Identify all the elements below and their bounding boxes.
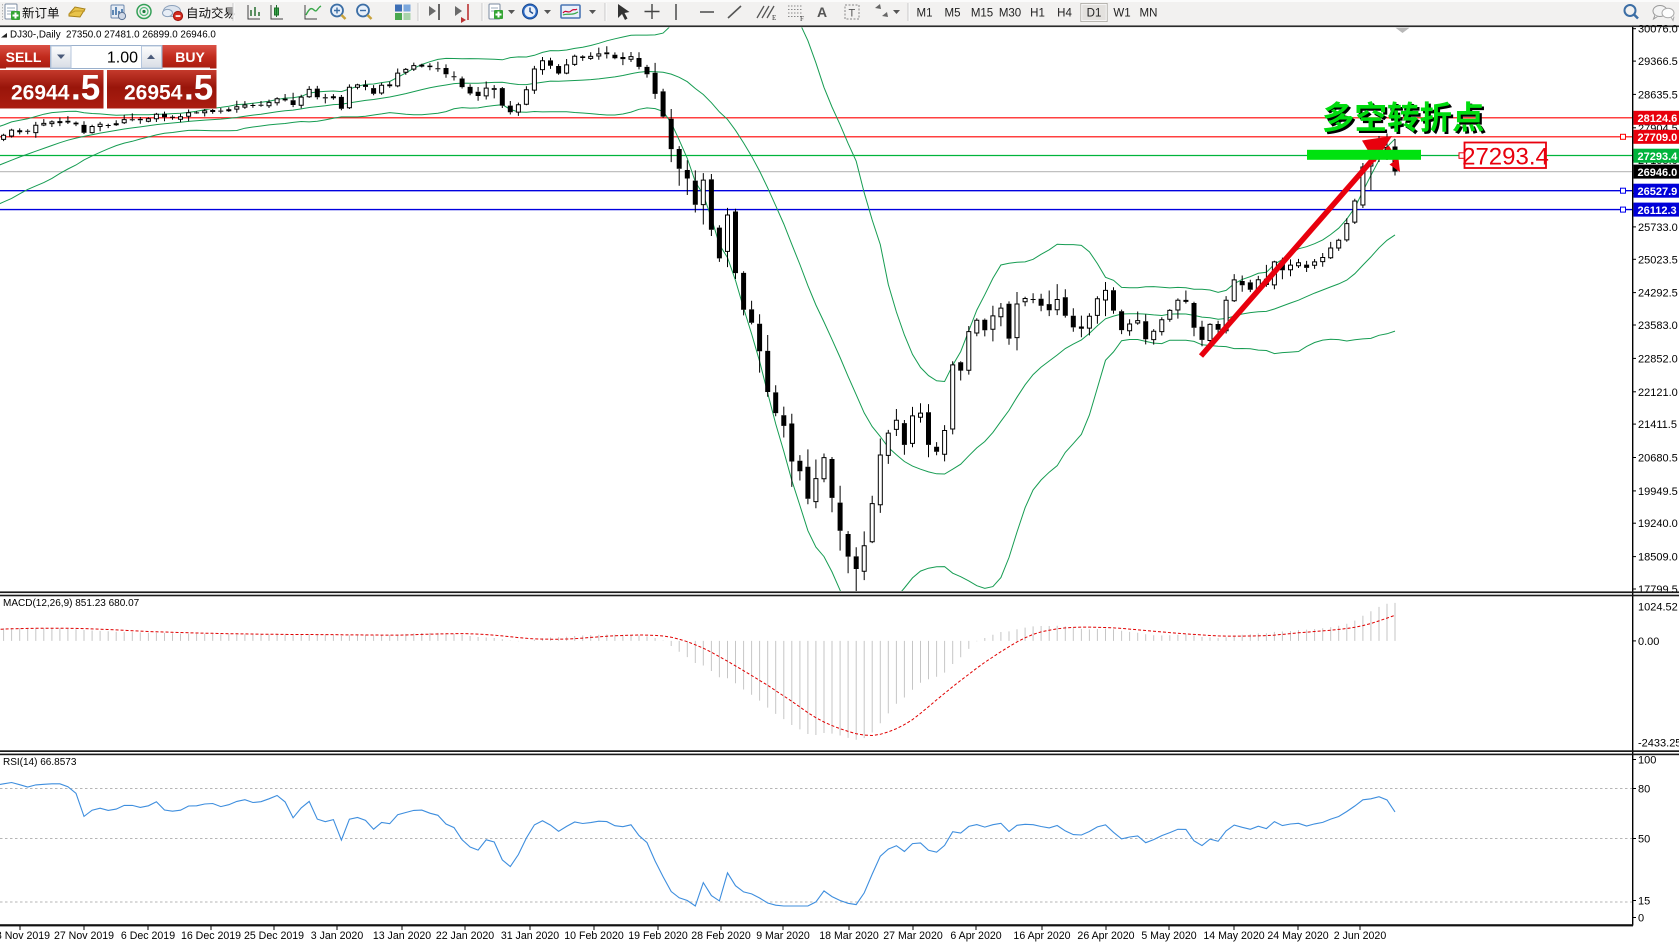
svg-text:W1: W1 [1113,8,1130,20]
svg-text:T: T [849,8,856,20]
svg-text:22121.0: 22121.0 [1638,387,1678,399]
svg-text:24292.5: 24292.5 [1638,288,1678,300]
svg-text:27350.0 27481.0 26899.0 26946.: 27350.0 27481.0 26899.0 26946.0 [66,30,216,41]
svg-text:26527.9: 26527.9 [1638,186,1678,198]
svg-text:MN: MN [1140,8,1158,20]
svg-text:100: 100 [1638,755,1656,767]
svg-text:1024.52: 1024.52 [1638,602,1678,614]
svg-text:19240.0: 19240.0 [1638,518,1678,530]
svg-text:22852.0: 22852.0 [1638,353,1678,365]
svg-text:10 Feb 2020: 10 Feb 2020 [564,930,624,942]
svg-text:F: F [800,15,804,23]
svg-text:28 Feb 2020: 28 Feb 2020 [691,930,751,942]
svg-text:DJ30-,Daily: DJ30-,Daily [10,30,61,41]
svg-text:30076.0: 30076.0 [1638,24,1678,36]
svg-text:24 May 2020: 24 May 2020 [1267,930,1328,942]
svg-text:28635.5: 28635.5 [1638,89,1678,101]
svg-text:.5: .5 [184,69,213,108]
svg-text:6 Dec 2019: 6 Dec 2019 [121,930,175,942]
svg-text:23583.0: 23583.0 [1638,320,1678,332]
svg-text:3 Jan 2020: 3 Jan 2020 [311,930,364,942]
svg-text:25023.5: 25023.5 [1638,254,1678,266]
svg-text:27293.4: 27293.4 [1462,144,1549,171]
svg-text:M15: M15 [971,8,993,20]
svg-text:27709.0: 27709.0 [1638,132,1678,144]
svg-text:19 Feb 2020: 19 Feb 2020 [628,930,688,942]
svg-text:18 Mar 2020: 18 Mar 2020 [819,930,879,942]
svg-text:26112.3: 26112.3 [1638,205,1677,217]
svg-text:25733.0: 25733.0 [1638,222,1678,234]
svg-text:E: E [772,14,776,22]
svg-text:80: 80 [1638,784,1650,796]
svg-text:26954: 26954 [124,82,183,105]
svg-text:14 May 2020: 14 May 2020 [1203,930,1264,942]
svg-text:13 Nov 2019: 13 Nov 2019 [0,930,50,942]
svg-text:RSI(14) 66.8573: RSI(14) 66.8573 [3,757,77,768]
svg-text:13 Jan 2020: 13 Jan 2020 [373,930,431,942]
svg-text:20680.5: 20680.5 [1638,453,1678,465]
svg-text:26944: 26944 [11,82,70,105]
svg-text:26 Apr 2020: 26 Apr 2020 [1077,930,1134,942]
svg-text:22 Jan 2020: 22 Jan 2020 [436,930,494,942]
svg-text:31 Jan 2020: 31 Jan 2020 [501,930,559,942]
svg-text:18509.0: 18509.0 [1638,552,1678,564]
svg-text:D1: D1 [1087,8,1102,20]
svg-text:9 Mar 2020: 9 Mar 2020 [756,930,810,942]
svg-text:MACD(12,26,9) 851.23 680.07: MACD(12,26,9) 851.23 680.07 [3,598,140,609]
svg-text:-2433.25: -2433.25 [1638,738,1679,750]
svg-text:1.00: 1.00 [107,50,138,67]
svg-text:0.00: 0.00 [1638,636,1659,648]
svg-text:M1: M1 [917,8,933,20]
svg-text:H4: H4 [1057,8,1072,20]
svg-text:.5: .5 [71,69,100,108]
svg-text:A: A [817,4,827,20]
svg-text:BUY: BUY [175,49,205,65]
svg-text:50: 50 [1638,834,1650,846]
svg-text:29366.5: 29366.5 [1638,56,1678,68]
svg-text:0: 0 [1638,913,1644,925]
svg-text:SELL: SELL [6,49,42,65]
svg-text:2 Jun 2020: 2 Jun 2020 [1334,930,1387,942]
svg-text:26946.0: 26946.0 [1638,167,1678,179]
svg-text:6 Apr 2020: 6 Apr 2020 [950,930,1001,942]
svg-text:27293.4: 27293.4 [1638,151,1679,163]
svg-text:16 Apr 2020: 16 Apr 2020 [1013,930,1070,942]
svg-text:15: 15 [1638,896,1650,908]
svg-text:17799.5: 17799.5 [1638,584,1678,596]
svg-text:28124.6: 28124.6 [1638,113,1678,125]
svg-text:M5: M5 [945,8,961,20]
svg-text:27 Nov 2019: 27 Nov 2019 [54,930,114,942]
svg-text:16 Dec 2019: 16 Dec 2019 [181,930,241,942]
svg-text:5 May 2020: 5 May 2020 [1141,930,1196,942]
svg-text:27 Mar 2020: 27 Mar 2020 [883,930,943,942]
svg-text:H1: H1 [1030,8,1045,20]
svg-text:M30: M30 [999,8,1021,20]
svg-text:21411.5: 21411.5 [1638,419,1677,431]
svg-text:19949.5: 19949.5 [1638,486,1678,498]
svg-text:25 Dec 2019: 25 Dec 2019 [244,930,304,942]
